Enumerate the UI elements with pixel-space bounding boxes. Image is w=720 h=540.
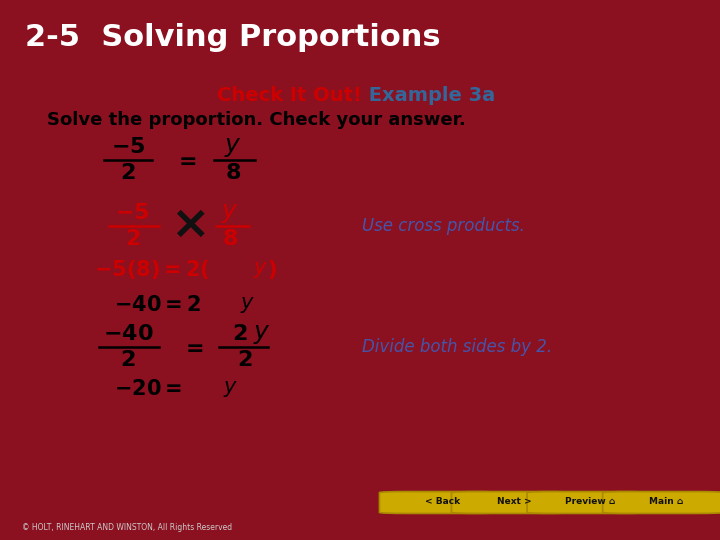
Text: $\mathdefault{-5(8) = 2(}$: $\mathdefault{-5(8) = 2(}$ bbox=[94, 258, 210, 281]
Text: 2-5  Solving Proportions: 2-5 Solving Proportions bbox=[25, 23, 441, 52]
Text: $\mathdefault{8}$: $\mathdefault{8}$ bbox=[222, 229, 238, 249]
Text: $\it{y}$: $\it{y}$ bbox=[223, 379, 238, 399]
Text: Main ⌂: Main ⌂ bbox=[649, 497, 683, 505]
Text: $\mathdefault{8}$: $\mathdefault{8}$ bbox=[225, 163, 241, 183]
Text: $\mathdefault{-5}$: $\mathdefault{-5}$ bbox=[115, 203, 150, 223]
Text: $\mathdefault{2}$: $\mathdefault{2}$ bbox=[120, 350, 135, 370]
FancyBboxPatch shape bbox=[527, 491, 648, 514]
Text: $\it{y}$: $\it{y}$ bbox=[253, 260, 268, 280]
Text: Check It Out!: Check It Out! bbox=[217, 86, 362, 105]
Text: $\mathdefault{-40}$: $\mathdefault{-40}$ bbox=[102, 325, 153, 345]
Text: $\mathdefault{2}$: $\mathdefault{2}$ bbox=[237, 350, 252, 370]
Text: $\it{y}$: $\it{y}$ bbox=[221, 201, 239, 225]
Text: $\mathdefault{=}$: $\mathdefault{=}$ bbox=[181, 338, 203, 357]
Text: $\mathdefault{-40 = 2}$: $\mathdefault{-40 = 2}$ bbox=[114, 294, 200, 314]
Text: Use cross products.: Use cross products. bbox=[362, 217, 525, 235]
Text: Divide both sides by 2.: Divide both sides by 2. bbox=[362, 339, 552, 356]
Text: $\mathdefault{2}$: $\mathdefault{2}$ bbox=[120, 163, 135, 183]
Text: $\it{y}$: $\it{y}$ bbox=[224, 136, 242, 159]
FancyBboxPatch shape bbox=[379, 491, 500, 514]
Text: $\mathdefault{-20 = }$: $\mathdefault{-20 = }$ bbox=[114, 379, 181, 399]
Text: < Back: < Back bbox=[426, 497, 460, 505]
Text: Preview ⌂: Preview ⌂ bbox=[565, 497, 616, 505]
FancyBboxPatch shape bbox=[451, 491, 572, 514]
Text: $\mathbf{\times}$: $\mathbf{\times}$ bbox=[170, 204, 206, 248]
Text: Solve the proportion. Check your answer.: Solve the proportion. Check your answer. bbox=[47, 111, 465, 130]
Text: Example 3a: Example 3a bbox=[362, 86, 495, 105]
Text: $\mathdefault{2}$: $\mathdefault{2}$ bbox=[125, 229, 140, 249]
Text: $\it{y}$: $\it{y}$ bbox=[253, 322, 271, 346]
Text: $\mathdefault{)}$: $\mathdefault{)}$ bbox=[267, 258, 277, 281]
Text: $\mathdefault{2}$: $\mathdefault{2}$ bbox=[232, 325, 247, 345]
Text: $\mathdefault{-5}$: $\mathdefault{-5}$ bbox=[111, 137, 145, 157]
Text: Next >: Next > bbox=[498, 497, 532, 505]
Text: $\it{y}$: $\it{y}$ bbox=[240, 294, 255, 314]
FancyBboxPatch shape bbox=[603, 491, 720, 514]
Text: $\mathdefault{=}$: $\mathdefault{=}$ bbox=[174, 150, 197, 170]
Text: © HOLT, RINEHART AND WINSTON, All Rights Reserved: © HOLT, RINEHART AND WINSTON, All Rights… bbox=[22, 523, 232, 532]
